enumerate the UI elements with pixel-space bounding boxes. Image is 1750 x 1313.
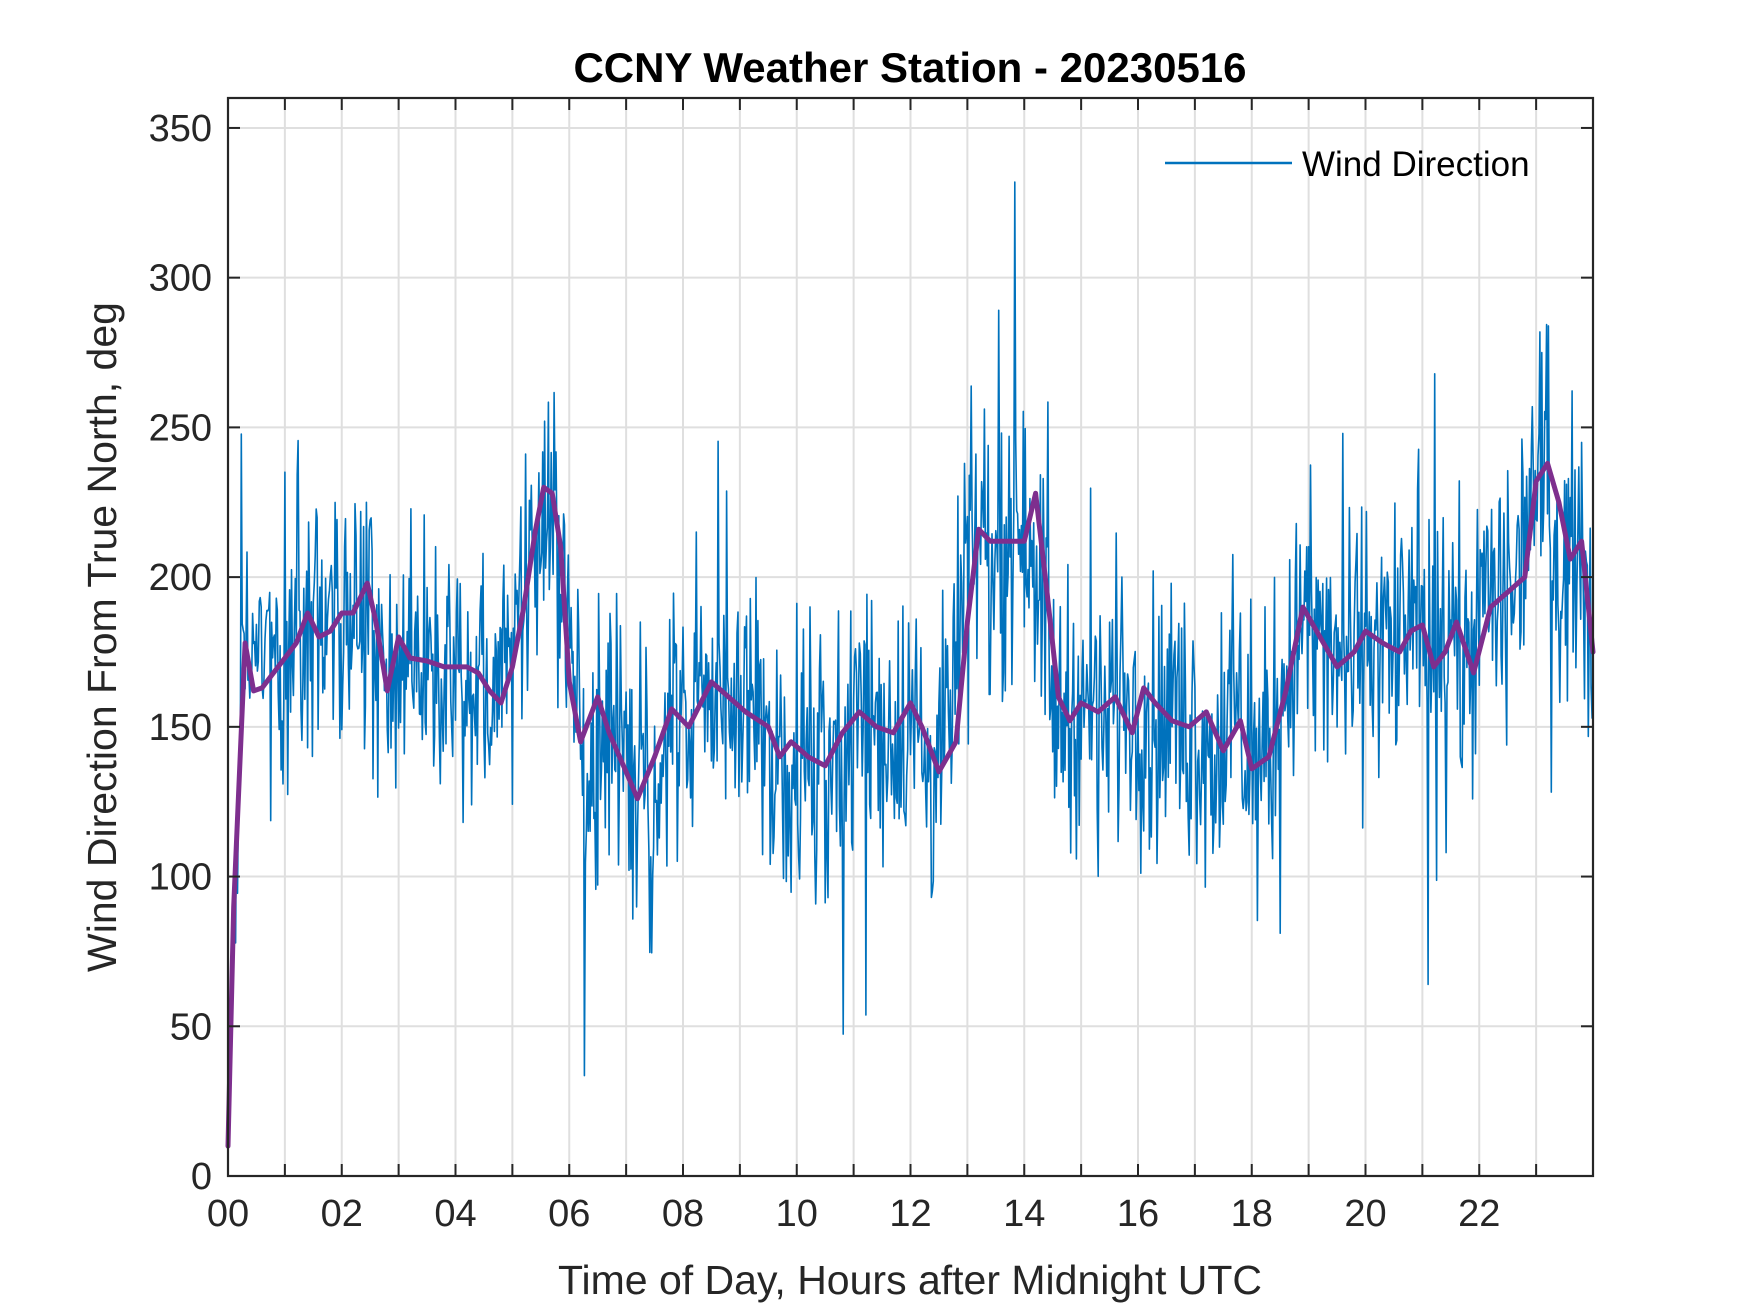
x-axis-label: Time of Day, Hours after Midnight UTC — [558, 1257, 1262, 1303]
x-tick-label: 18 — [1231, 1193, 1273, 1235]
x-tick-label: 12 — [889, 1193, 931, 1235]
y-tick-labels: 0 50 100 150 200 250 300 350 — [149, 108, 212, 1198]
wind-direction-smoothed-series — [225, 460, 1596, 1149]
x-tick-label: 00 — [207, 1193, 249, 1235]
x-tick-label: 02 — [321, 1193, 363, 1235]
y-tick-label: 150 — [149, 707, 212, 749]
y-tick-label: 200 — [149, 557, 212, 599]
legend-label-wind-direction: Wind Direction — [1302, 145, 1530, 184]
x-tick-label: 06 — [548, 1193, 590, 1235]
y-tick-label: 0 — [191, 1156, 212, 1198]
series-line-wind-direction — [227, 181, 1594, 1137]
x-tick-label: 14 — [1003, 1193, 1045, 1235]
y-tick-label: 250 — [149, 407, 212, 449]
y-tick-label: 350 — [149, 108, 212, 150]
chart-title: CCNY Weather Station - 20230516 — [573, 44, 1246, 91]
x-tick-label: 22 — [1458, 1193, 1500, 1235]
x-tick-label: 20 — [1344, 1193, 1386, 1235]
x-tick-labels: 00 02 04 06 08 10 12 14 16 18 20 22 — [207, 1193, 1501, 1235]
y-axis-label: Wind Direction From True North, deg — [79, 302, 125, 972]
y-tick-label: 50 — [170, 1006, 212, 1048]
x-tick-label: 10 — [776, 1193, 818, 1235]
axis-ticks — [228, 98, 1593, 1177]
x-tick-label: 16 — [1117, 1193, 1159, 1235]
wind-direction-series — [227, 181, 1594, 1137]
y-tick-label: 100 — [149, 857, 212, 899]
x-tick-label: 04 — [434, 1193, 476, 1235]
legend: Wind Direction — [1165, 145, 1530, 184]
series-line-wind-direction-smoothed — [225, 460, 1596, 1149]
x-tick-label: 08 — [662, 1193, 704, 1235]
y-tick-label: 300 — [149, 258, 212, 300]
